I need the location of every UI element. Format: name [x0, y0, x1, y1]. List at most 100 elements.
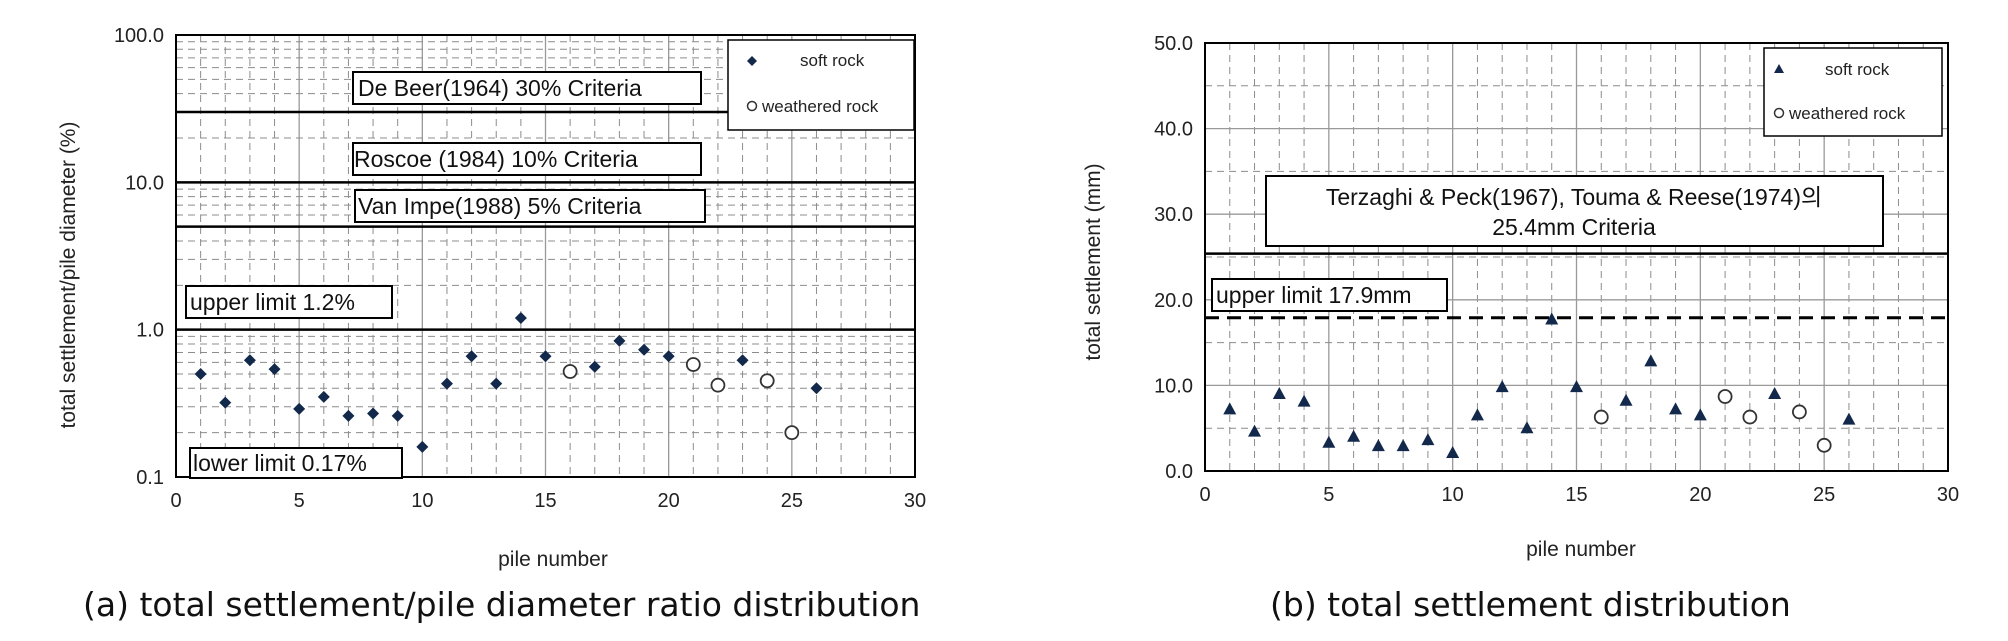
- y-tick-label: 40.0: [1154, 119, 1193, 141]
- soft-rock-point: [1396, 439, 1410, 452]
- weathered-rock-point: [1593, 409, 1609, 425]
- panel-a-legend: soft rock weathered rock: [727, 39, 915, 131]
- panel-a-label-vanimpe: Van Impe(1988) 5% Criteria: [354, 189, 706, 223]
- soft-rock-point: [1842, 412, 1856, 425]
- legend-circle-icon-b: [1773, 107, 1785, 119]
- x-tick-label: 10: [1442, 484, 1464, 506]
- soft-rock-point: [440, 377, 453, 390]
- soft-rock-point: [1446, 446, 1460, 459]
- svg-text:25.4mm Criteria: 25.4mm Criteria: [1492, 214, 1656, 240]
- soft-rock-point: [1669, 402, 1683, 415]
- soft-rock-point: [1371, 439, 1385, 452]
- soft-rock-point: [1644, 354, 1658, 367]
- y-tick-label: 100.0: [114, 25, 164, 47]
- panel-a-label-upper-limit: upper limit 1.2%: [185, 285, 393, 319]
- soft-rock-point: [1297, 394, 1311, 407]
- soft-rock-point: [539, 350, 552, 363]
- panel-b-reference-lines: [1205, 252, 1948, 320]
- x-tick-label: 20: [658, 490, 680, 512]
- x-tick-label: 30: [904, 490, 926, 512]
- svg-text:upper limit 17.9mm: upper limit 17.9mm: [1216, 282, 1412, 308]
- weathered-rock-point: [710, 377, 726, 393]
- soft-rock-point: [1248, 424, 1262, 437]
- soft-rock-point: [342, 409, 355, 422]
- svg-text:De Beer(1964) 30% Criteria: De Beer(1964) 30% Criteria: [358, 75, 642, 101]
- soft-rock-point: [1470, 408, 1484, 421]
- panel-a-label-lower-limit: lower limit 0.17%: [189, 447, 403, 479]
- panel-a-y-axis-label: total settlement/pile diameter (%): [57, 122, 80, 429]
- soft-rock-point: [1421, 433, 1435, 446]
- soft-rock-point: [1223, 402, 1237, 415]
- x-tick-label: 5: [1323, 484, 1334, 506]
- panel-b-caption: (b) total settlement distribution: [1270, 585, 1791, 624]
- soft-rock-point: [1322, 435, 1336, 448]
- panel-b-y-axis-label: total settlement (mm): [1082, 163, 1105, 360]
- panel-b-chart: 0 5 10 15 20 25 30 0.0 10.0 20.0 30.0 40.0 50.0 Terz…: [1082, 33, 1959, 624]
- soft-rock-point: [490, 377, 503, 390]
- weathered-rock-point: [685, 357, 701, 372]
- soft-rock-point: [391, 409, 404, 422]
- svg-text:lower limit 0.17%: lower limit 0.17%: [193, 450, 367, 476]
- y-tick-label: 30.0: [1154, 204, 1193, 226]
- soft-rock-point: [1570, 380, 1583, 393]
- soft-rock-point: [1768, 386, 1782, 399]
- svg-text:Terzaghi & Peck(1967), Touma: Terzaghi & Peck(1967), Touma & Reese(197…: [1326, 184, 1822, 210]
- soft-rock-point: [638, 343, 651, 356]
- svg-text:upper limit 1.2%: upper limit 1.2%: [190, 289, 355, 315]
- x-tick-label: 30: [1937, 484, 1959, 506]
- soft-rock-point: [465, 350, 478, 363]
- y-tick-label: 10.0: [125, 172, 164, 194]
- y-tick-label: 20.0: [1154, 290, 1193, 312]
- soft-rock-point: [514, 312, 527, 325]
- weathered-rock-point: [759, 373, 775, 389]
- y-tick-label: 50.0: [1154, 33, 1193, 55]
- x-tick-label: 0: [1199, 484, 1210, 506]
- soft-rock-point: [613, 334, 626, 347]
- soft-rock-point: [268, 363, 281, 376]
- soft-rock-point: [662, 350, 675, 363]
- soft-rock-point: [1272, 386, 1286, 399]
- x-tick-label: 10: [411, 490, 433, 512]
- soft-rock-point: [1520, 421, 1534, 434]
- weathered-rock-point: [1792, 404, 1807, 420]
- soft-rock-point: [736, 354, 749, 367]
- legend-diamond-icon: [747, 56, 757, 66]
- x-tick-label: 15: [1565, 484, 1587, 506]
- weathered-rock-point: [784, 425, 800, 441]
- y-tick-label: 10.0: [1154, 375, 1193, 397]
- soft-rock-point: [219, 396, 232, 409]
- soft-rock-point: [416, 440, 429, 453]
- weathered-rock-point: [1816, 437, 1832, 453]
- soft-rock-point: [367, 407, 380, 420]
- panel-a-label-debeer: De Beer(1964) 30% Criteria: [352, 71, 702, 105]
- legend-weathered-rock-label-b: weathered rock: [1788, 104, 1906, 123]
- soft-rock-point: [1693, 408, 1707, 421]
- panel-b-x-axis-label: pile number: [1526, 538, 1636, 561]
- y-tick-label: 0.1: [136, 467, 164, 489]
- x-tick-label: 25: [781, 490, 803, 512]
- panel-b-points: [1223, 312, 1856, 459]
- soft-rock-point: [1347, 429, 1361, 442]
- panel-b-legend: soft rock weathered rock: [1763, 47, 1943, 137]
- soft-rock-point: [588, 360, 601, 373]
- panel-a-chart: 0 5 10 15 20 25 30 0.1 1.0 10.0 100.0 De Beer(1964…: [57, 25, 926, 624]
- x-tick-label: 20: [1689, 484, 1711, 506]
- legend-weathered-rock-label: weathered rock: [761, 97, 879, 116]
- weathered-rock-point: [1742, 409, 1758, 425]
- y-tick-label: 1.0: [136, 320, 164, 342]
- legend-circle-icon: [746, 100, 758, 112]
- panel-b-plot-frame: [1204, 42, 1949, 472]
- soft-rock-point: [1619, 393, 1633, 406]
- panel-a-x-axis-label: pile number: [498, 548, 608, 571]
- x-tick-label: 25: [1813, 484, 1835, 506]
- panel-a-label-roscoe: Roscoe (1984) 10% Criteria: [352, 142, 702, 176]
- x-tick-label: 0: [170, 490, 181, 512]
- panel-b-label-upper-limit: upper limit 17.9mm: [1211, 278, 1448, 312]
- soft-rock-point: [194, 368, 207, 381]
- panel-a-plot-frame: [175, 34, 916, 478]
- panel-b-ticks: 0 5 10 15 20 25 30 0.0 10.0 20.0 30.0 40.0 50.0: [1154, 33, 1959, 506]
- panel-a-caption: (a) total settlement/pile diameter ratio…: [83, 585, 920, 624]
- panel-b-label-terzaghi: Terzaghi & Peck(1967), Touma & Reese(197…: [1265, 175, 1884, 247]
- legend-triangle-icon: [1774, 64, 1784, 73]
